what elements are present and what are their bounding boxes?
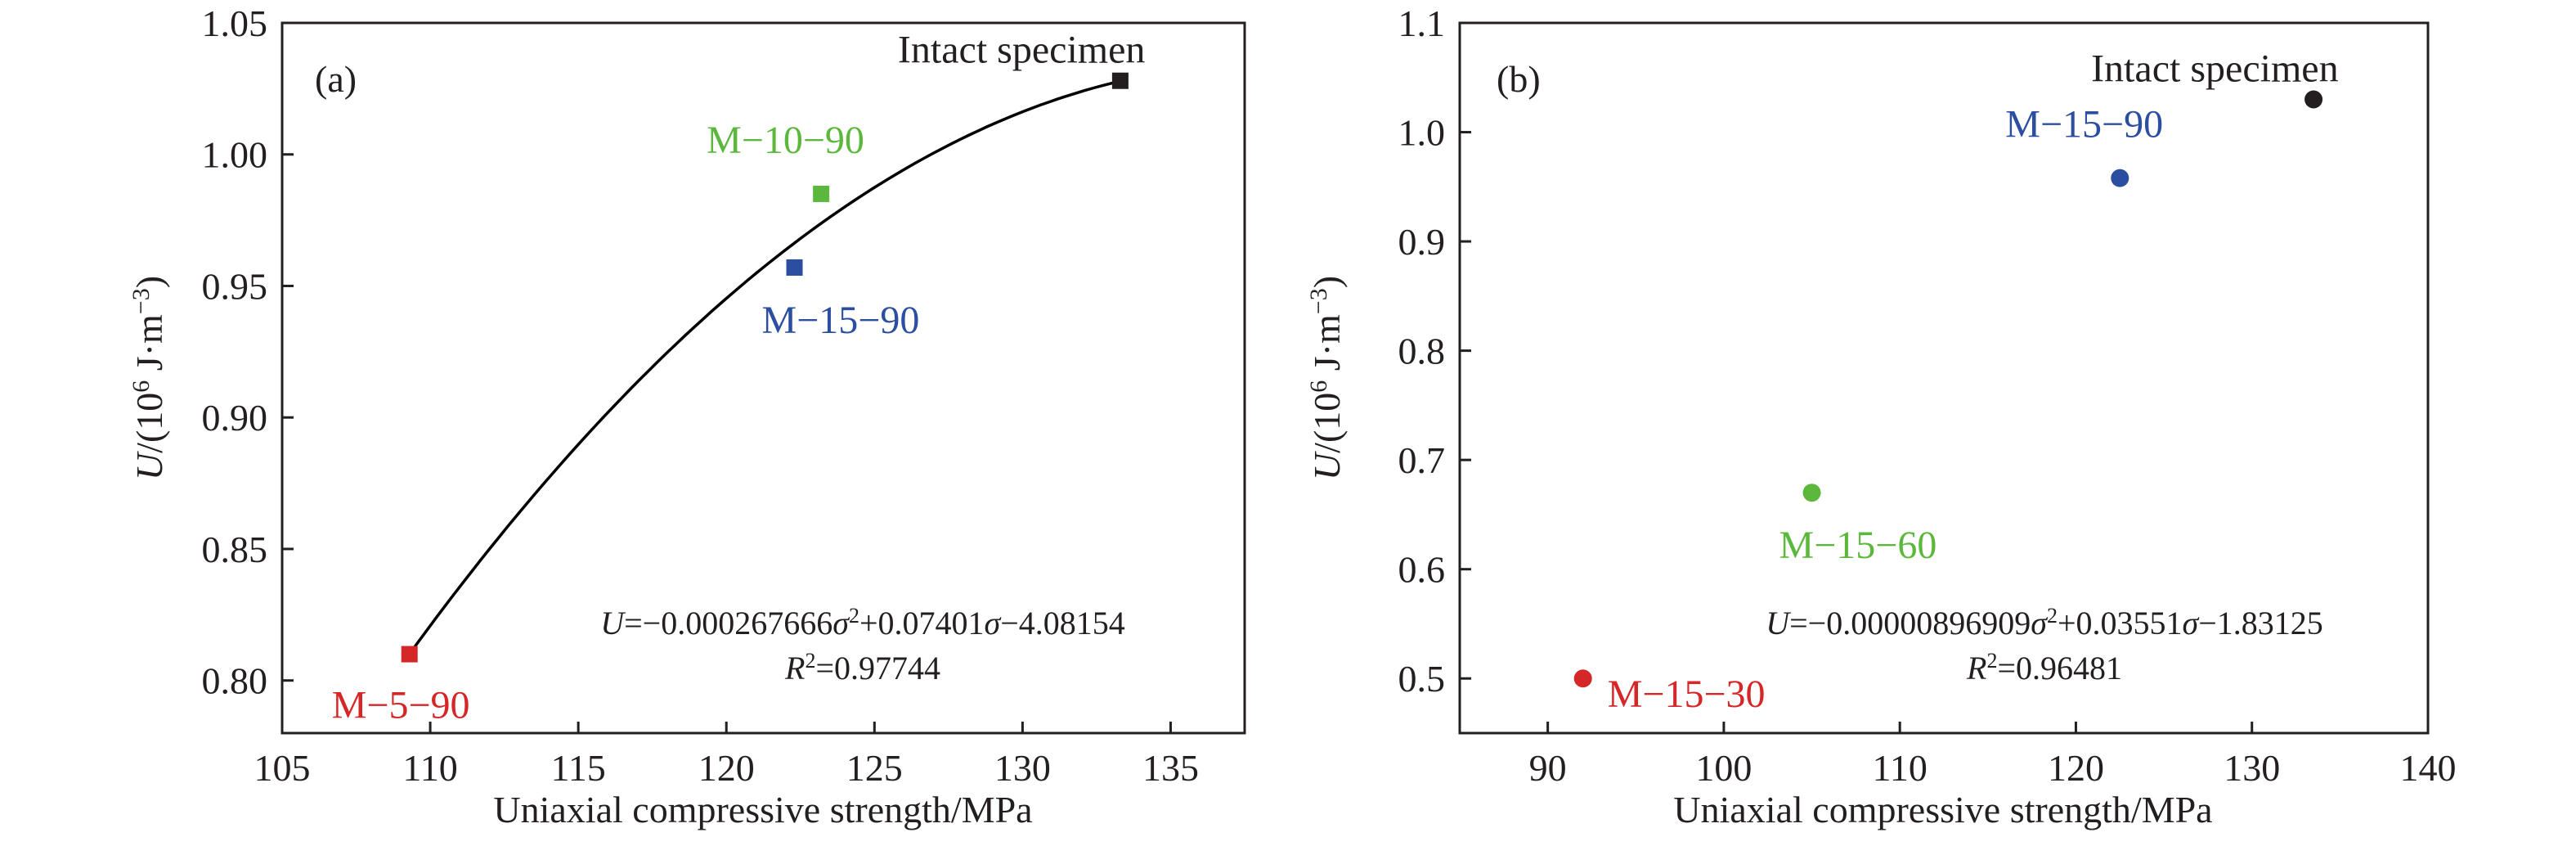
y-tick-label: 1.1 xyxy=(1398,2,1446,44)
point-label: M−15−30 xyxy=(1608,673,1766,716)
fit-r2: R2=0.96481 xyxy=(1966,649,2122,687)
fit-equation: U=−0.000267666σ2+0.07401σ−4.08154 xyxy=(600,604,1125,642)
point-label: M−5−90 xyxy=(332,684,470,727)
y-tick-label: 0.90 xyxy=(202,397,268,439)
x-tick-label: 90 xyxy=(1529,747,1567,789)
data-point xyxy=(401,646,418,663)
y-tick-label: 0.6 xyxy=(1398,549,1446,591)
point-label: M−10−90 xyxy=(707,119,864,162)
y-tick-label: 0.5 xyxy=(1398,658,1446,700)
x-tick-label: 130 xyxy=(2224,747,2280,789)
y-tick-label: 1.05 xyxy=(202,2,268,44)
fit-equation: U=−0.00000896909σ2+0.03551σ−1.83125 xyxy=(1766,604,2323,642)
point-label: M−15−90 xyxy=(2005,103,2163,146)
panel-label: (a) xyxy=(315,58,357,100)
x-axis-title: Uniaxial compressive strength/MPa xyxy=(493,789,1032,830)
point-label: Intact specimen xyxy=(2091,47,2339,90)
point-label: M−15−60 xyxy=(1779,524,1937,567)
y-tick-label: 1.00 xyxy=(202,134,268,176)
x-tick-label: 120 xyxy=(2048,747,2104,789)
point-label: M−15−90 xyxy=(762,299,920,342)
x-tick-label: 120 xyxy=(698,747,755,789)
y-tick-label: 0.85 xyxy=(202,529,268,570)
x-tick-label: 110 xyxy=(402,747,457,789)
fit-curve xyxy=(408,79,1121,655)
y-tick-label: 0.7 xyxy=(1398,439,1446,481)
x-tick-label: 130 xyxy=(994,747,1051,789)
data-point xyxy=(813,185,830,202)
data-point xyxy=(2304,90,2323,109)
y-tick-label: 0.95 xyxy=(202,265,268,307)
data-point xyxy=(1802,484,1821,502)
plot-frame xyxy=(1458,21,2430,735)
data-point xyxy=(1573,669,1592,688)
y-axis-title: U/(106 J·m−3) xyxy=(1305,276,1349,480)
data-point xyxy=(786,259,803,276)
x-tick-label: 125 xyxy=(846,747,903,789)
point-label: Intact specimen xyxy=(898,29,1146,72)
y-tick-label: 1.0 xyxy=(1398,112,1446,154)
data-point xyxy=(2111,169,2129,187)
panel-a: 105 110 115 120 125 130 135 0.80 0.85 0.90 0.95 1.0… xyxy=(128,2,1246,830)
plot-frame xyxy=(280,21,1246,735)
x-tick-label: 115 xyxy=(551,747,606,789)
y-tick-label: 0.8 xyxy=(1398,331,1446,372)
x-tick-label: 110 xyxy=(1873,747,1928,789)
data-point xyxy=(1111,72,1129,89)
x-tick-label: 105 xyxy=(254,747,311,789)
x-tick-label: 100 xyxy=(1695,747,1752,789)
y-axis-title: U/(106 J·m−3) xyxy=(128,276,171,480)
y-tick-label: 0.9 xyxy=(1398,221,1446,263)
x-axis-title: Uniaxial compressive strength/MPa xyxy=(1673,789,2212,830)
x-tick-label: 140 xyxy=(2400,747,2457,789)
y-tick-label: 0.80 xyxy=(202,660,268,702)
fit-r2: R2=0.97744 xyxy=(784,649,940,687)
x-tick-label: 135 xyxy=(1142,747,1199,789)
panel-b: 90 100 110 120 130 140 0.5 0.6 0.7 0.8 0.9 1.0 1.1 Un… xyxy=(1305,2,2457,830)
panel-label: (b) xyxy=(1497,58,1541,100)
